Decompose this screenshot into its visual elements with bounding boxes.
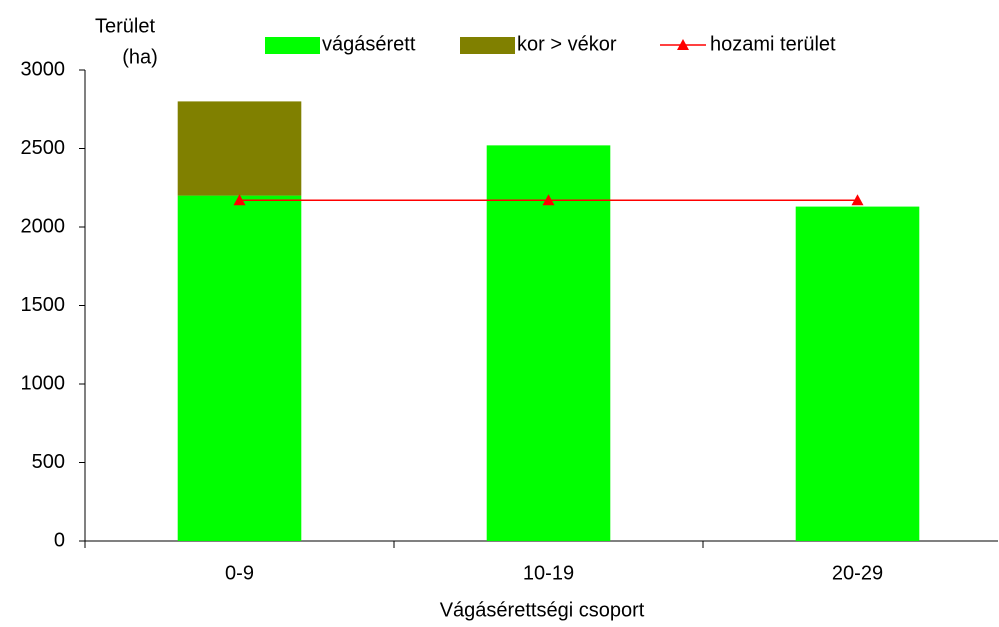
line-marker [233,194,246,206]
y-tick-label: 0 [54,529,65,551]
y-tick-label: 3000 [21,58,66,80]
legend-label: hozami terület [710,33,836,55]
legend-label: vágásérett [322,33,416,55]
y-tick-label: 2000 [21,215,66,237]
legend-swatch [460,37,515,54]
y-tick-label: 1000 [21,372,66,394]
legend-swatch [265,37,320,54]
legend-label: kor > vékor [517,33,617,55]
line-marker [851,194,864,206]
bar [177,101,302,196]
y-tick-label: 1500 [21,294,66,316]
y-axis-label: Terület [95,15,155,37]
x-tick-label: 10-19 [523,562,574,584]
line-marker [542,194,555,206]
y-axis-label: (ha) [122,46,158,68]
bar [177,195,302,541]
x-axis-label: Vágásérettségi csoport [440,599,645,621]
x-tick-label: 0-9 [225,562,254,584]
y-tick-label: 2500 [21,137,66,159]
bar [486,145,611,542]
y-tick-label: 500 [32,451,65,473]
x-tick-label: 20-29 [832,562,883,584]
legend-marker [677,39,689,50]
bar [795,206,920,541]
